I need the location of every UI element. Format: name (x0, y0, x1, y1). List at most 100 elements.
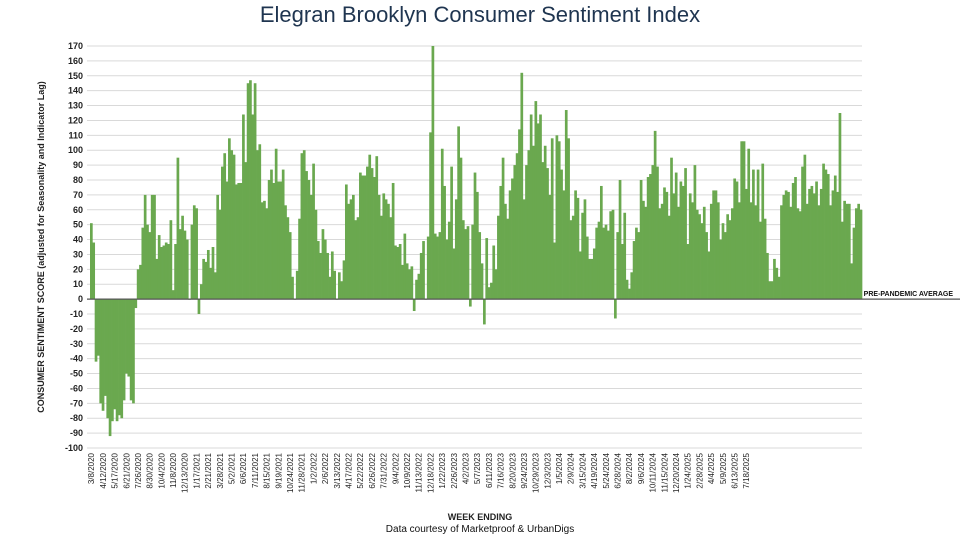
bar (857, 203, 861, 300)
x-tick-label: 2/6/2022 (321, 452, 330, 484)
bar (148, 232, 152, 300)
bar (389, 217, 393, 300)
bar (403, 233, 407, 300)
bar (663, 187, 666, 300)
bar (607, 230, 610, 300)
bar (571, 215, 575, 300)
bar (356, 217, 360, 300)
bar (221, 166, 224, 300)
bar (476, 191, 479, 300)
bar (810, 185, 814, 300)
x-tick-label: 1/2/2022 (309, 452, 318, 484)
bar (843, 200, 846, 300)
bar (239, 182, 243, 300)
bar (684, 168, 687, 300)
bar (782, 194, 786, 300)
x-tick-label: 11/13/2022 (415, 452, 424, 492)
bar (490, 282, 493, 300)
x-tick-label: 1/5/2024 (555, 452, 564, 484)
y-tick-label: 40 (73, 235, 83, 245)
x-tick-label: 12/20/2024 (672, 452, 681, 493)
x-tick-label: 7/11/2021 (251, 452, 260, 488)
bar (195, 208, 198, 300)
bar (450, 166, 453, 300)
bar (471, 224, 475, 300)
bar (712, 190, 715, 300)
y-tick-label: -60 (70, 383, 83, 393)
bar (487, 287, 491, 300)
bar (707, 251, 711, 300)
bar (576, 197, 580, 300)
x-axis-label: WEEK ENDING (447, 512, 513, 522)
bar (368, 154, 372, 300)
x-tick-label: 1/17/2021 (192, 452, 201, 488)
bar (396, 247, 400, 300)
bar (426, 236, 430, 300)
bar (614, 299, 617, 319)
bar (642, 200, 645, 300)
x-tick-label: 10/4/2020 (157, 452, 166, 488)
bar (557, 141, 561, 300)
x-tick-label: 6/26/2022 (368, 452, 377, 488)
bar (504, 203, 507, 300)
y-axis-ticks: 1701601501401301201101009080706050403020… (65, 41, 83, 453)
bar (132, 299, 135, 404)
bar (522, 199, 526, 300)
bar (672, 193, 676, 300)
x-tick-label: 5/22/2022 (356, 452, 365, 488)
bar (92, 242, 96, 300)
x-tick-label: 8/2/2024 (625, 452, 634, 484)
bar (452, 248, 456, 300)
x-tick-label: 8/15/2021 (263, 452, 272, 488)
bar (695, 209, 699, 300)
x-tick-label: 10/9/2022 (403, 452, 412, 488)
bar (305, 171, 308, 300)
x-tick-label: 12/18/2022 (426, 452, 435, 493)
bar (328, 276, 332, 300)
bar (789, 206, 793, 300)
bar (754, 205, 758, 300)
bar (716, 202, 720, 300)
x-tick-label: 1/24/2025 (684, 452, 693, 488)
x-tick-label: 9/19/2021 (274, 452, 283, 488)
bar (787, 191, 790, 300)
bar (366, 166, 369, 300)
bar (302, 150, 306, 300)
y-tick-label: 130 (68, 101, 83, 111)
bar (592, 248, 596, 300)
bar (775, 267, 779, 300)
bar (270, 169, 273, 300)
bar (681, 185, 685, 300)
bar (323, 239, 327, 300)
bar (363, 175, 367, 300)
bar (539, 114, 542, 300)
bar (249, 80, 252, 300)
bar (342, 260, 346, 300)
bar (433, 233, 437, 300)
bar (763, 218, 767, 300)
bar (232, 154, 236, 300)
bar (677, 206, 680, 300)
x-tick-label: 5/9/2025 (719, 452, 728, 484)
bar (532, 145, 535, 300)
bar (543, 145, 547, 300)
bar (822, 163, 825, 300)
x-tick-label: 10/11/2024 (649, 452, 658, 492)
y-tick-label: 110 (68, 130, 83, 140)
bar (370, 168, 374, 300)
x-tick-label: 3/28/2021 (216, 452, 225, 488)
bar (401, 264, 404, 300)
bar (387, 203, 390, 300)
bar (845, 203, 849, 300)
bar (637, 232, 641, 300)
bar (344, 184, 348, 300)
bar (599, 185, 603, 300)
y-tick-label: 0 (78, 294, 83, 304)
bar (263, 200, 266, 300)
bar (127, 299, 131, 377)
bar (794, 177, 797, 300)
bar (314, 209, 318, 300)
bar (216, 194, 220, 300)
bar (417, 273, 421, 300)
y-tick-label: 100 (68, 145, 83, 155)
